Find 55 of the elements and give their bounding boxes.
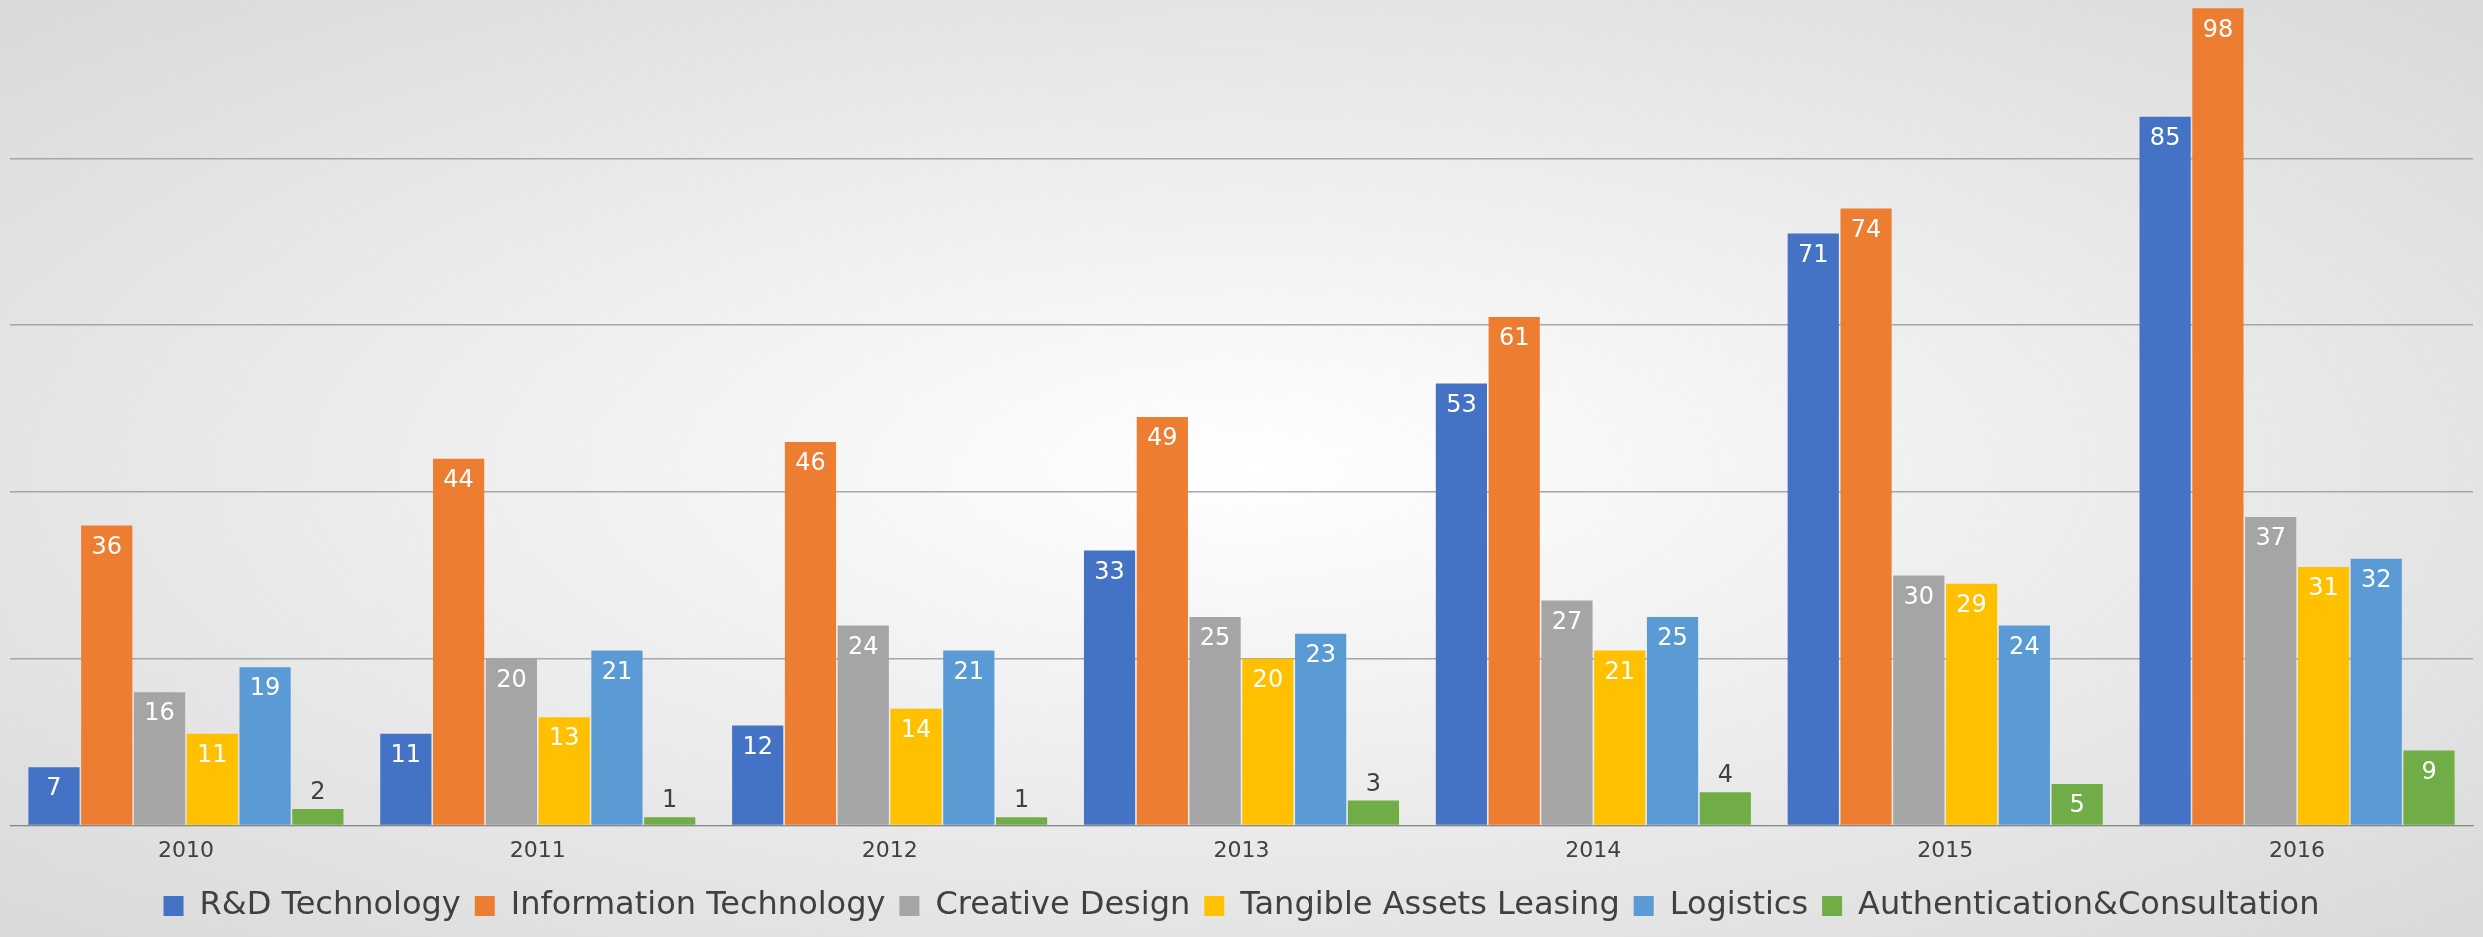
data-label: 19 xyxy=(249,673,281,702)
data-label: 24 xyxy=(2009,631,2040,660)
data-label: 49 xyxy=(1147,423,1178,452)
data-label: 20 xyxy=(1252,665,1284,694)
legend-label: Logistics xyxy=(1669,884,1809,923)
data-label: 11 xyxy=(390,740,422,769)
legend-label: Authentication&Consultation xyxy=(1858,884,2320,923)
data-label: 3 xyxy=(1365,768,1382,797)
data-label: 20 xyxy=(496,665,527,694)
data-label: 53 xyxy=(1446,389,1477,418)
x-tick-label: 2016 xyxy=(2269,836,2326,862)
data-label: 71 xyxy=(1797,239,1829,268)
data-label: 85 xyxy=(2149,122,2181,151)
data-label: 30 xyxy=(1903,581,1935,610)
data-label: 7 xyxy=(46,773,62,802)
data-label: 29 xyxy=(1956,589,1987,618)
data-label: 33 xyxy=(1094,556,1125,585)
x-tick-label: 2013 xyxy=(1213,836,1270,862)
data-label: 98 xyxy=(2202,14,2234,43)
data-label: 25 xyxy=(1199,623,1231,652)
data-label: 1 xyxy=(662,785,678,814)
data-label: 4 xyxy=(1717,760,1733,789)
data-label: 44 xyxy=(443,464,474,493)
x-tick-label: 2012 xyxy=(861,836,918,862)
data-label: 2 xyxy=(310,777,326,806)
x-tick-label: 2015 xyxy=(1917,836,1974,862)
data-label: 25 xyxy=(1657,623,1688,652)
data-label: 46 xyxy=(795,448,826,477)
data-label: 5 xyxy=(2069,790,2085,819)
data-label: 9 xyxy=(2421,756,2437,785)
data-label: 13 xyxy=(548,723,580,752)
data-label: 21 xyxy=(601,656,633,685)
x-tick-label: 2010 xyxy=(157,836,214,862)
x-tick-label: 2014 xyxy=(1565,836,1622,862)
data-label: 16 xyxy=(144,698,175,727)
data-label: 36 xyxy=(91,531,123,560)
legend-label: R&D Technology xyxy=(199,884,461,923)
legend-label: Information Technology xyxy=(510,884,886,923)
data-label: 31 xyxy=(2308,573,2339,602)
legend-label: Creative Design xyxy=(935,884,1191,923)
data-label: 1 xyxy=(1013,785,1030,814)
data-label: 12 xyxy=(742,731,773,760)
data-label: 21 xyxy=(953,656,985,685)
data-label: 61 xyxy=(1498,323,1530,352)
x-tick-label: 2011 xyxy=(509,836,566,862)
data-label: 23 xyxy=(1305,640,1336,669)
data-label: 14 xyxy=(900,715,932,744)
data-label: 37 xyxy=(2255,523,2286,552)
data-label: 32 xyxy=(2360,564,2392,593)
data-label: 74 xyxy=(1850,214,1882,243)
data-label: 27 xyxy=(1551,606,1583,635)
legend-label: Tangible Assets Leasing xyxy=(1239,884,1620,923)
data-label: 24 xyxy=(847,631,879,660)
data-label: 21 xyxy=(1604,656,1636,685)
data-label: 11 xyxy=(197,740,228,769)
